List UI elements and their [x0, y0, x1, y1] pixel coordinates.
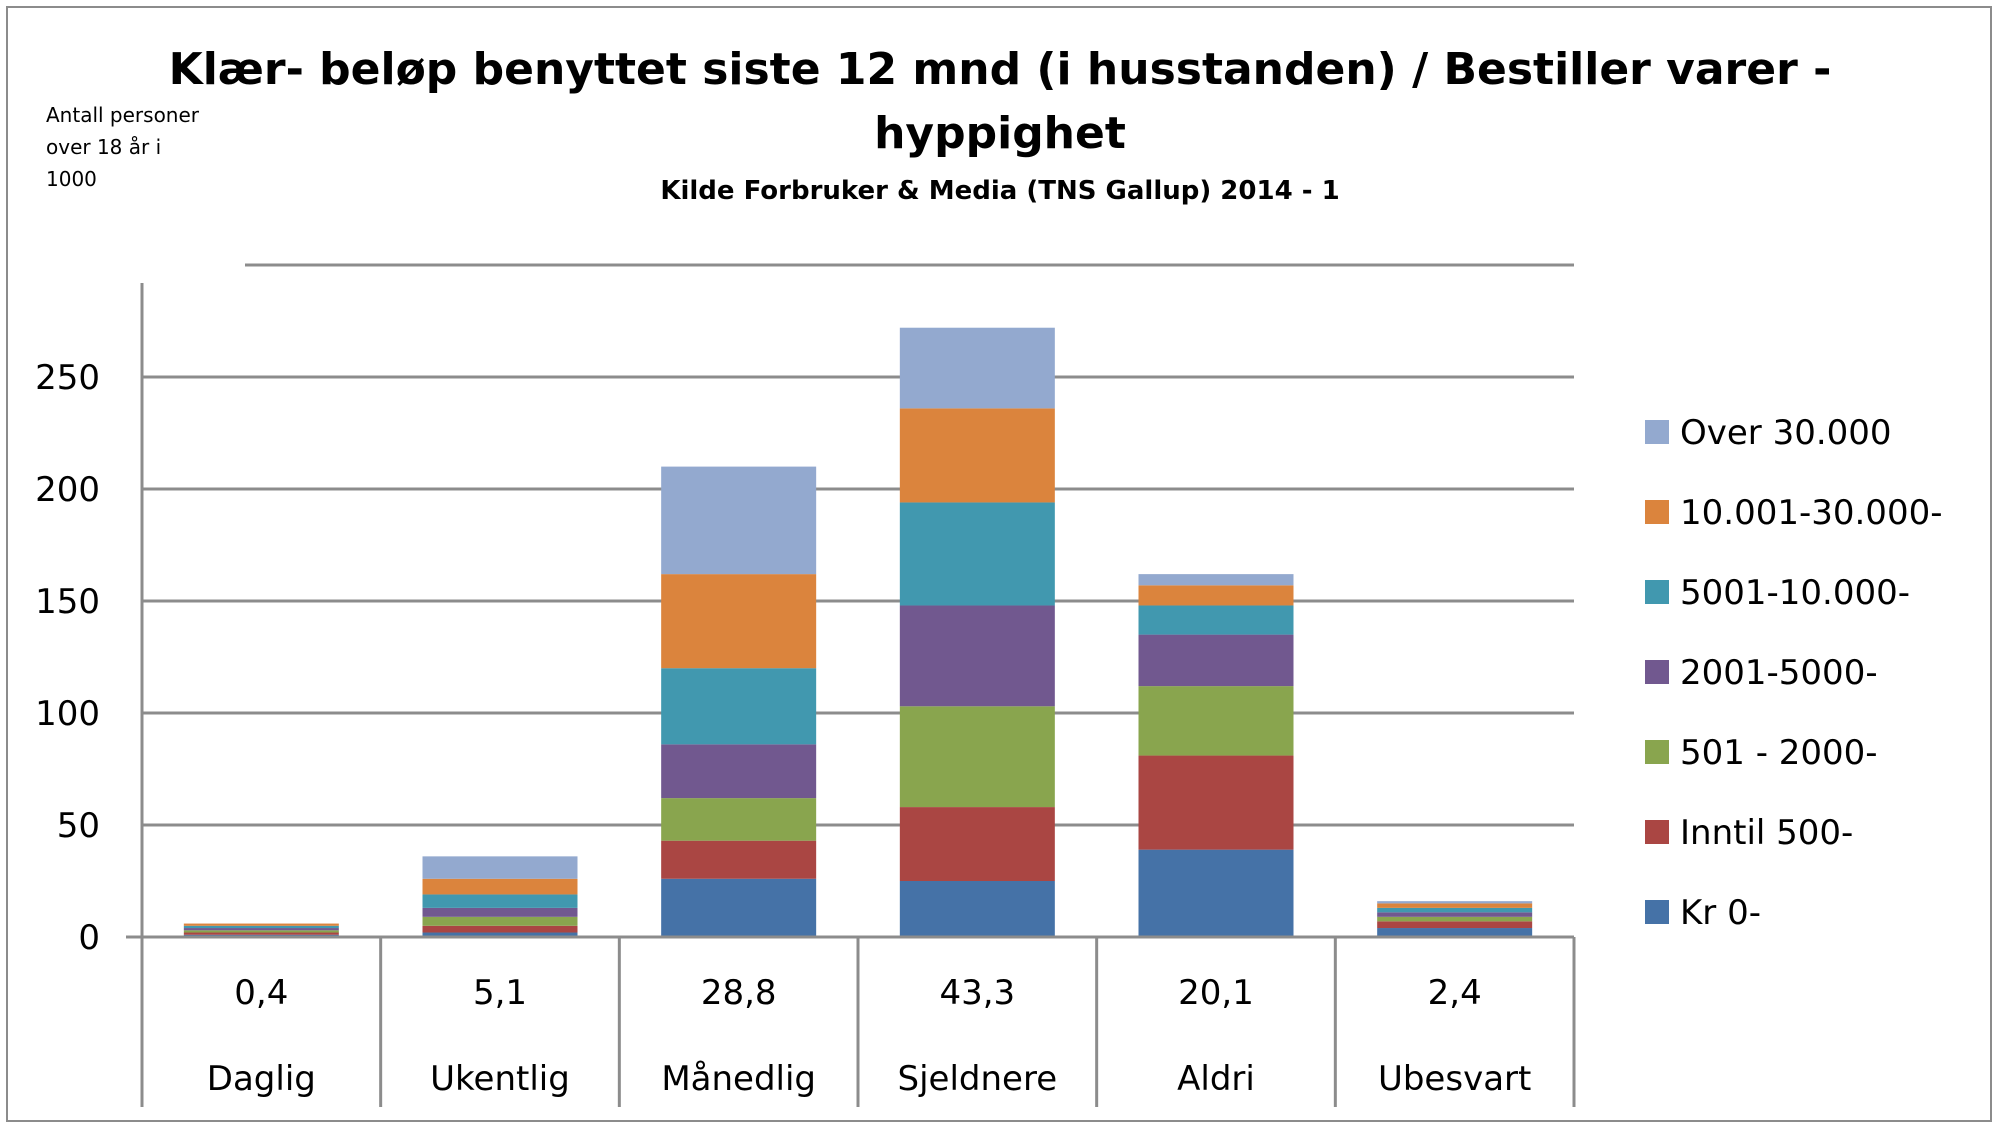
category-value-label: 0,4 — [234, 973, 288, 1013]
category-value-label: 5,1 — [473, 973, 527, 1013]
category-label: Ubesvart — [1378, 1059, 1531, 1099]
legend-label: Inntil 500- — [1680, 813, 1853, 853]
bar-segment — [183, 928, 339, 931]
legend-label: 501 - 2000- — [1680, 733, 1878, 773]
legend: Over 30.000 10.001-30.000- 5001-10.000- 200… — [1645, 413, 1942, 933]
bar-segment — [183, 932, 339, 935]
bar-segment — [661, 798, 817, 841]
bar-segment — [1138, 574, 1294, 586]
bar-segment — [183, 925, 339, 929]
bar-segment — [1377, 903, 1533, 908]
y-tick-label: 200 — [35, 470, 100, 510]
bar-segment — [183, 923, 339, 926]
category-value-label: 28,8 — [701, 973, 777, 1013]
bar-segment — [661, 744, 817, 799]
bar-segment — [1138, 686, 1294, 756]
category-label: Daglig — [207, 1059, 316, 1099]
legend-swatch — [1645, 900, 1669, 924]
bar-segment — [422, 907, 578, 917]
legend-swatch — [1645, 820, 1669, 844]
category-value-label: 20,1 — [1178, 973, 1254, 1013]
bar-segment — [1377, 912, 1533, 917]
category-label: Månedlig — [661, 1059, 816, 1099]
y-tick-label: 150 — [35, 582, 100, 622]
bar-segment — [422, 856, 578, 879]
legend-label: 2001-5000- — [1680, 653, 1878, 693]
bar-segment — [899, 502, 1055, 606]
bar-segment — [661, 466, 817, 575]
bar-segment — [661, 574, 817, 669]
bar-segment — [422, 932, 578, 937]
axis-labels: 0 50 100 150 200 250 0,4 Daglig 5,1 Ukentlig 28,8 M… — [35, 358, 1531, 1099]
axes — [126, 283, 1576, 1107]
legend-label: Over 30.000 — [1680, 413, 1892, 453]
legend-swatch — [1645, 500, 1669, 524]
legend-swatch — [1645, 740, 1669, 764]
bar-segment — [1138, 605, 1294, 635]
bar-segment — [661, 878, 817, 937]
bar-segment — [183, 930, 339, 933]
bar-segment — [1138, 755, 1294, 850]
y-axis-label-line-1: Antall personer — [46, 103, 200, 127]
bar-segment — [661, 668, 817, 745]
bar-segment — [422, 925, 578, 933]
bar-segment — [899, 807, 1055, 881]
y-tick-label: 100 — [35, 694, 100, 734]
legend-label: Kr 0- — [1680, 893, 1761, 933]
legend-label: 5001-10.000- — [1680, 573, 1910, 613]
bar-segment — [899, 408, 1055, 503]
y-axis-label-line-3: 1000 — [46, 167, 97, 191]
legend-label: 10.001-30.000- — [1680, 493, 1942, 533]
category-label: Sjeldnere — [898, 1059, 1058, 1099]
bar-segment — [1138, 585, 1294, 606]
legend-swatch — [1645, 580, 1669, 604]
bar-segment — [1377, 921, 1533, 929]
bar-segment — [899, 881, 1055, 937]
bar-segment — [1138, 849, 1294, 937]
y-axis-label-line-2: over 18 år i — [46, 135, 161, 159]
bars — [183, 327, 1533, 937]
legend-swatch — [1645, 660, 1669, 684]
gridlines — [142, 263, 1574, 827]
bar-segment — [661, 840, 817, 879]
bar-segment — [1377, 901, 1533, 904]
chart-subtitle: Kilde Forbruker & Media (TNS Gallup) 201… — [660, 176, 1339, 206]
category-value-label: 2,4 — [1428, 973, 1482, 1013]
bar-segment — [422, 916, 578, 926]
bar-segment — [899, 605, 1055, 707]
bar-segment — [1138, 634, 1294, 687]
bar-segment — [1377, 928, 1533, 937]
bar-segment — [1377, 907, 1533, 913]
category-label: Aldri — [1177, 1059, 1255, 1099]
y-tick-label: 250 — [35, 358, 100, 398]
bar-segment — [899, 327, 1055, 409]
bar-segment — [422, 894, 578, 908]
y-tick-label: 0 — [78, 918, 100, 958]
y-tick-label: 50 — [57, 806, 100, 846]
category-value-label: 43,3 — [939, 973, 1015, 1013]
bar-segment — [422, 878, 578, 895]
category-label: Ukentlig — [430, 1059, 570, 1099]
legend-swatch — [1645, 420, 1669, 444]
bar-segment — [1377, 916, 1533, 922]
chart-title-line-2: hyppighet — [874, 108, 1126, 159]
chart-title-line-1: Klær- beløp benyttet siste 12 mnd (i hus… — [169, 44, 1832, 95]
bar-segment — [899, 706, 1055, 808]
